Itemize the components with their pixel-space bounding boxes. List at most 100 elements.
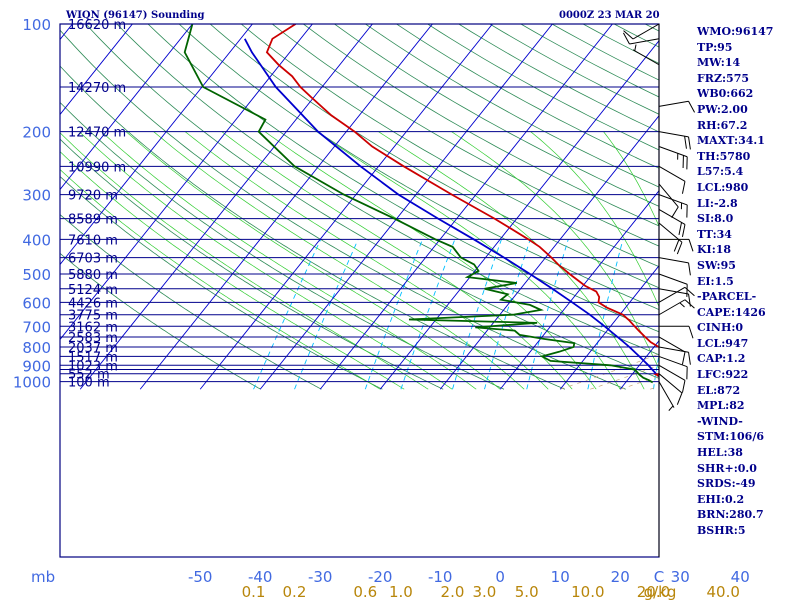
moist-adiabat [60, 132, 429, 390]
x-tick-label: -30 [308, 568, 333, 586]
wind-barb [658, 100, 696, 113]
height-label: 1023 m [68, 359, 118, 374]
dry-adiabat [209, 24, 659, 289]
wind-barb [658, 299, 695, 316]
height-label: 9720 m [68, 189, 118, 204]
parcel-line [244, 38, 659, 378]
mixing-ratio-label: 0.2 [283, 583, 307, 600]
pressure-tick-label: 1000 [13, 374, 51, 392]
moist-adiabat [316, 131, 621, 390]
moist-adiabat [378, 131, 645, 390]
dry-adiabat [116, 24, 659, 356]
isotherm [259, 24, 553, 390]
wind-barb [658, 346, 691, 365]
index-item: LI:-2.8 [697, 196, 738, 210]
moist-adiabat [603, 131, 659, 228]
pressure-tick-label: 100 [22, 16, 51, 34]
index-item: HEL:38 [697, 446, 743, 460]
dry-adiabat [60, 101, 505, 390]
index-item: CINH:0 [697, 321, 744, 335]
mixing-ratio-line [253, 239, 322, 390]
wind-barb [658, 165, 686, 194]
index-item: WB0:662 [697, 87, 754, 101]
index-item: -WIND- [697, 414, 743, 428]
dry-adiabat [60, 29, 626, 390]
index-item: STM:106/6 [697, 430, 764, 444]
wind-barb [658, 183, 679, 218]
x-tick-label: 10 [551, 568, 570, 586]
mixing-ratio-line [483, 239, 531, 390]
index-item: FRZ:575 [697, 71, 750, 85]
height-label: 12470 m [68, 126, 126, 141]
wind-barb [623, 23, 660, 40]
x-tick-label: 40 [731, 568, 750, 586]
temperature-line [265, 24, 659, 378]
height-label: 3775 m [68, 309, 118, 324]
dry-adiabat [147, 24, 659, 333]
pressure-tick-label: 200 [22, 124, 51, 142]
wind-barb [658, 355, 688, 380]
index-item: LCL:980 [697, 180, 749, 194]
dry-adiabat [271, 24, 659, 247]
mixing-ratio-label: 3.0 [473, 583, 497, 600]
moist-adiabat [264, 131, 597, 390]
dry-adiabat [240, 24, 659, 268]
index-item: -PARCEL- [697, 290, 757, 304]
x-tick-label: -50 [188, 568, 213, 586]
pressure-tick-label: 600 [22, 294, 51, 312]
wind-barb [658, 131, 691, 150]
station-title: WIQN (96147) Sounding [66, 10, 205, 21]
mixing-ratio-label: 5.0 [515, 583, 539, 600]
dry-adiabat [85, 24, 659, 379]
wind-barb [659, 238, 694, 252]
pressure-tick-label: 800 [22, 339, 51, 357]
pressure-tick-label: 700 [22, 318, 51, 336]
moist-adiabat [101, 131, 477, 390]
moist-adiabat [60, 151, 405, 390]
dry-adiabat [60, 214, 322, 390]
valid-time: 0000Z 23 MAR 20 [559, 10, 660, 21]
height-label: 5880 m [68, 268, 118, 283]
pressure-tick-label: 900 [22, 357, 51, 375]
index-item: TP:95 [697, 40, 733, 54]
index-item: L57:5.4 [697, 165, 744, 179]
index-item: EI:1.5 [697, 274, 734, 288]
wind-barb [658, 194, 688, 218]
moist-adiabat [79, 131, 453, 390]
index-item: RH:67.2 [697, 118, 748, 132]
isotherm [60, 24, 133, 116]
wind-barb [658, 209, 686, 237]
mixing-ratio-line [294, 239, 359, 390]
x-tick-label: 0 [495, 568, 505, 586]
height-label: 5124 m [68, 283, 118, 298]
moist-adiabat [153, 131, 525, 390]
height-label: 8589 m [68, 213, 118, 228]
dry-adiabat [60, 65, 566, 390]
x-tick-label: -40 [248, 568, 273, 586]
mixing-ratio-label: 40.0 [707, 583, 740, 600]
isotherm [79, 24, 373, 390]
mixing-ratio-label: 20.0 [637, 583, 670, 600]
isotherm [319, 24, 613, 390]
isotherm [199, 24, 493, 390]
height-label: 2037 m [68, 341, 118, 356]
isotherm [559, 265, 659, 390]
mixing-ratio-line [400, 239, 456, 390]
moist-adiabat [60, 169, 381, 390]
x-tick-label: -20 [368, 568, 393, 586]
wind-barb [658, 381, 675, 411]
index-item: MPL:82 [697, 399, 745, 413]
dewpoint-line [183, 24, 654, 384]
height-label: 552 m [68, 368, 110, 383]
isotherm [60, 24, 253, 266]
height-label: 1517 m [68, 350, 118, 365]
mixing-ratio-label: 2.0 [441, 583, 465, 600]
dry-adiabat [60, 138, 444, 390]
index-item: SHR+:0.0 [697, 461, 757, 475]
index-item: EL:872 [697, 383, 741, 397]
x-tick-label: 30 [671, 568, 690, 586]
index-panel: WMO:96147 TP:95 MW:14 FRZ:575 WB0:662 PW:2.00… [697, 24, 800, 539]
mixing-ratio-label: 0.6 [353, 583, 377, 600]
index-item: LCL:947 [697, 336, 749, 350]
index-item: BRN:280.7 [697, 508, 764, 522]
